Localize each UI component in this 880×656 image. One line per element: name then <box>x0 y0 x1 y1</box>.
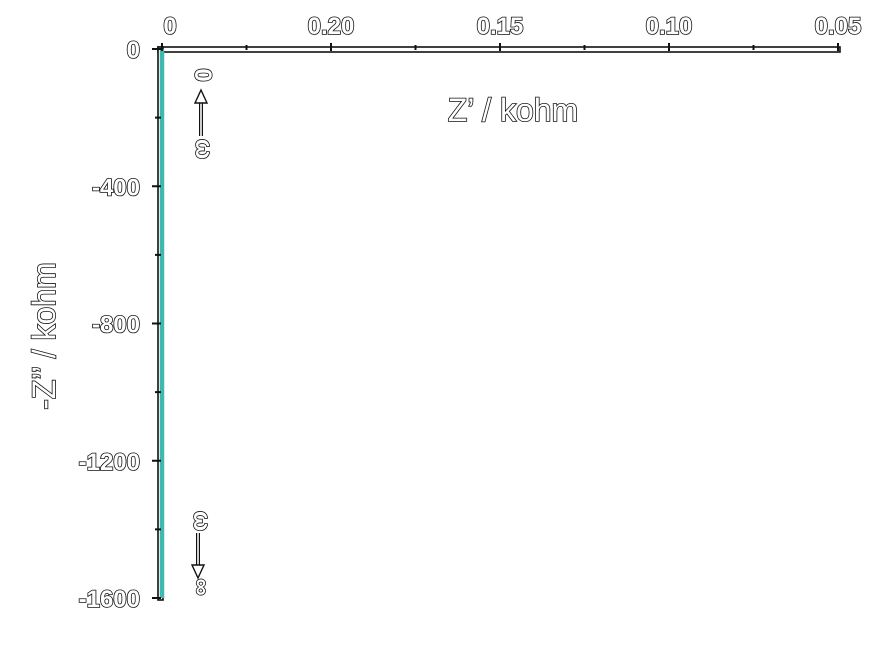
y-axis-title: -Z’’ / kohm <box>26 262 62 410</box>
y-tick-label: -800 <box>92 312 140 339</box>
annotation-infinity-label: ∞ <box>188 578 215 595</box>
y-axis-ticks: 0 -400 -800 -1200 -1600 <box>78 36 161 614</box>
y-tick-label: 0 <box>127 37 140 64</box>
x-tick-label: 0.10 <box>646 13 693 40</box>
annotation-high-frequency: ω ∞ <box>187 510 216 596</box>
omega-symbol-top: ω <box>190 139 217 159</box>
x-axis-title: Z’ / kohm <box>448 92 578 128</box>
annotation-low-frequency: 0 ω <box>188 68 218 160</box>
annotation-zero-label: 0 <box>189 68 216 81</box>
omega-symbol-bottom: ω <box>188 511 215 531</box>
y-tick-label: -400 <box>92 174 140 201</box>
arrow-up-icon <box>193 88 209 136</box>
x-tick-label: 0 <box>163 13 176 40</box>
x-axis-ticks: 0 0.20 0.15 0.10 0.05 <box>161 12 862 51</box>
y-tick-label: -1200 <box>79 449 140 476</box>
arrow-down-icon <box>190 533 206 580</box>
x-tick-label: 0.15 <box>477 13 524 40</box>
x-tick-label: 0.20 <box>308 13 355 40</box>
y-tick-label: -1600 <box>79 586 140 613</box>
x-tick-label: 0.05 <box>815 13 862 40</box>
